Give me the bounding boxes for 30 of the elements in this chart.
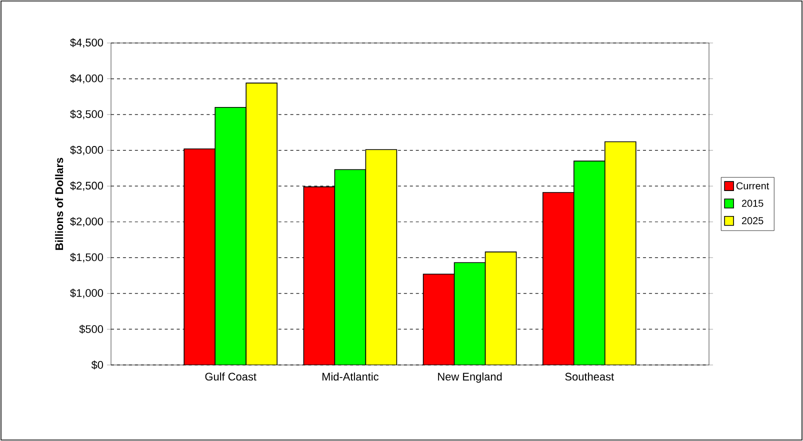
y-tick-label: $3,500 (70, 110, 104, 120)
y-tick-label: $3,000 (70, 146, 104, 156)
bar (184, 148, 216, 365)
bar (334, 170, 366, 365)
bar (485, 252, 516, 365)
y-tick-label: $0 (91, 360, 104, 370)
legend-label: 2025 (742, 217, 764, 224)
y-tick-label: $500 (79, 324, 104, 334)
y-tick-label: $2,500 (70, 181, 104, 191)
x-tick-label: Mid-Atlantic (322, 372, 379, 381)
y-tick-label: $1,500 (70, 252, 104, 262)
bar (542, 192, 574, 365)
y-axis-title: Billions of Dollars (55, 158, 64, 250)
x-tick-label: Southeast (565, 372, 614, 381)
y-tick-label: $2,000 (70, 217, 104, 227)
y-tick-label: $4,500 (70, 38, 104, 48)
legend-label: Current (736, 182, 770, 190)
bar (574, 160, 606, 365)
y-tick-label: $1,000 (70, 288, 104, 298)
bar (215, 107, 246, 365)
legend-label: 2015 (742, 200, 764, 207)
x-tick-label: Gulf Coast (205, 372, 256, 381)
y-tick-label: $4,000 (70, 74, 104, 84)
bar (366, 150, 397, 365)
x-tick-label: New England (438, 372, 502, 383)
bar (604, 141, 636, 365)
bar (423, 274, 454, 365)
bar (454, 262, 486, 365)
bar (304, 186, 335, 365)
bar (246, 83, 278, 365)
